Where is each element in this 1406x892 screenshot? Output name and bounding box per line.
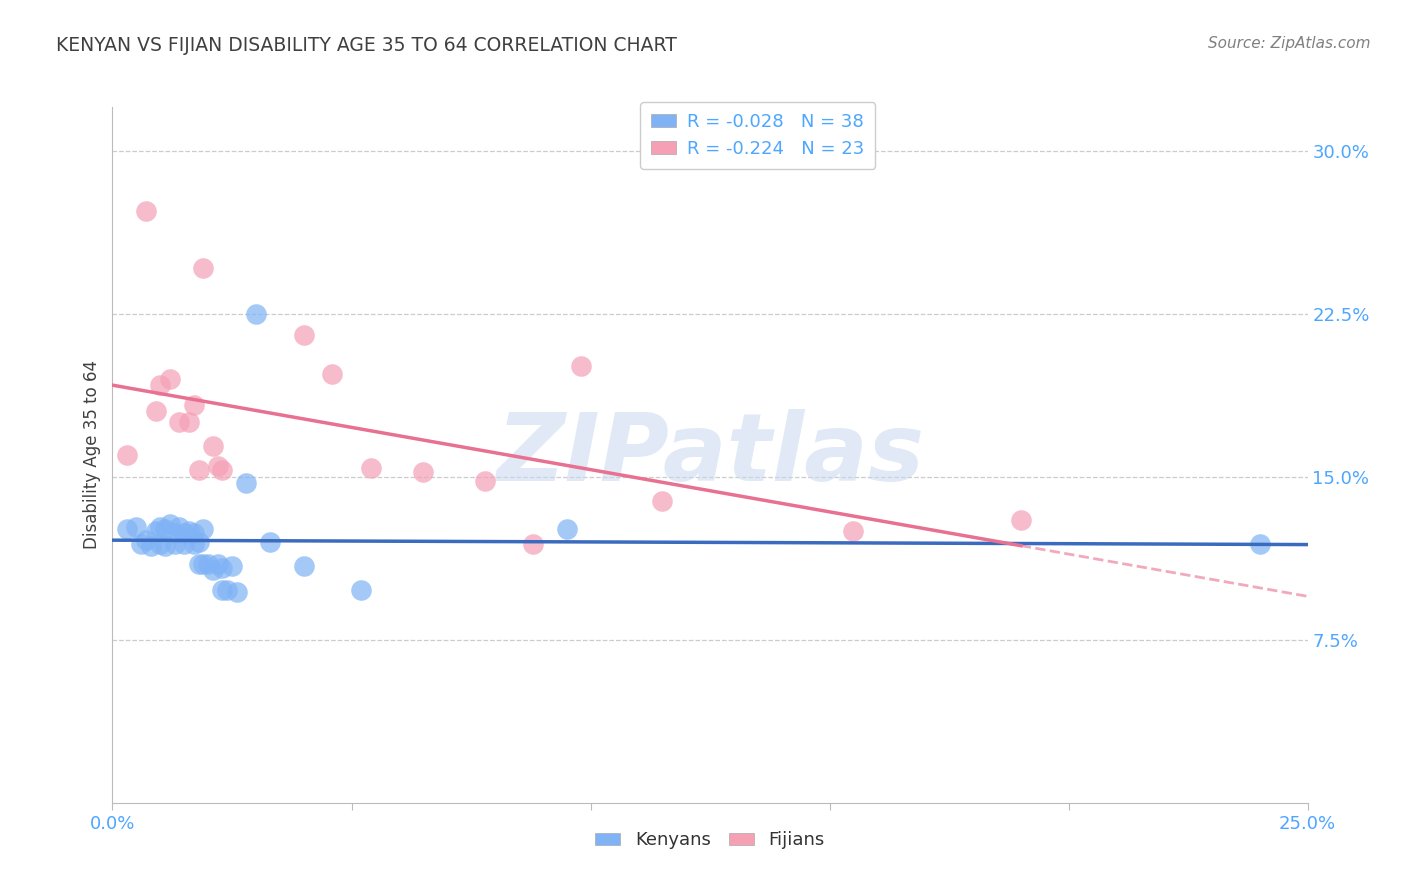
- Y-axis label: Disability Age 35 to 64: Disability Age 35 to 64: [83, 360, 101, 549]
- Point: [145, 404, 167, 418]
- Point: [201, 439, 224, 453]
- Point: [149, 519, 172, 533]
- Point: [1010, 513, 1032, 527]
- Point: [169, 519, 191, 533]
- Point: [201, 563, 224, 577]
- Point: [135, 533, 157, 547]
- Point: [187, 534, 209, 549]
- Point: [292, 328, 315, 343]
- Point: [360, 461, 382, 475]
- Point: [149, 378, 172, 392]
- Point: [211, 561, 233, 575]
- Point: [350, 582, 373, 597]
- Point: [139, 539, 162, 553]
- Point: [842, 524, 865, 538]
- Point: [173, 537, 195, 551]
- Point: [474, 474, 496, 488]
- Point: [159, 517, 181, 532]
- Point: [159, 372, 181, 386]
- Point: [569, 359, 592, 373]
- Text: ZIPatlas: ZIPatlas: [496, 409, 924, 501]
- Point: [129, 537, 152, 551]
- Point: [235, 476, 257, 491]
- Point: [183, 398, 205, 412]
- Point: [153, 522, 176, 536]
- Point: [221, 558, 243, 573]
- Point: [125, 519, 148, 533]
- Point: [207, 557, 229, 571]
- Point: [207, 458, 229, 473]
- Point: [211, 582, 233, 597]
- Point: [245, 307, 267, 321]
- Point: [259, 534, 281, 549]
- Text: KENYAN VS FIJIAN DISABILITY AGE 35 TO 64 CORRELATION CHART: KENYAN VS FIJIAN DISABILITY AGE 35 TO 64…: [56, 36, 678, 54]
- Point: [412, 466, 434, 480]
- Point: [522, 537, 544, 551]
- Point: [193, 522, 215, 536]
- Point: [183, 526, 205, 541]
- Point: [651, 493, 673, 508]
- Point: [187, 463, 209, 477]
- Text: Source: ZipAtlas.com: Source: ZipAtlas.com: [1208, 36, 1371, 51]
- Point: [169, 415, 191, 429]
- Point: [292, 558, 315, 573]
- Point: [153, 539, 176, 553]
- Point: [163, 537, 186, 551]
- Legend: Kenyans, Fijians: Kenyans, Fijians: [588, 824, 832, 856]
- Point: [115, 522, 138, 536]
- Point: [173, 526, 195, 541]
- Point: [555, 522, 578, 536]
- Point: [321, 368, 343, 382]
- Point: [211, 463, 233, 477]
- Point: [177, 524, 200, 538]
- Point: [193, 557, 215, 571]
- Point: [163, 526, 186, 541]
- Point: [149, 537, 172, 551]
- Point: [225, 585, 247, 599]
- Point: [1249, 537, 1271, 551]
- Point: [183, 537, 205, 551]
- Point: [217, 582, 239, 597]
- Point: [135, 204, 157, 219]
- Point: [197, 557, 219, 571]
- Point: [187, 557, 209, 571]
- Point: [145, 524, 167, 538]
- Point: [177, 415, 200, 429]
- Point: [193, 260, 215, 275]
- Point: [115, 448, 138, 462]
